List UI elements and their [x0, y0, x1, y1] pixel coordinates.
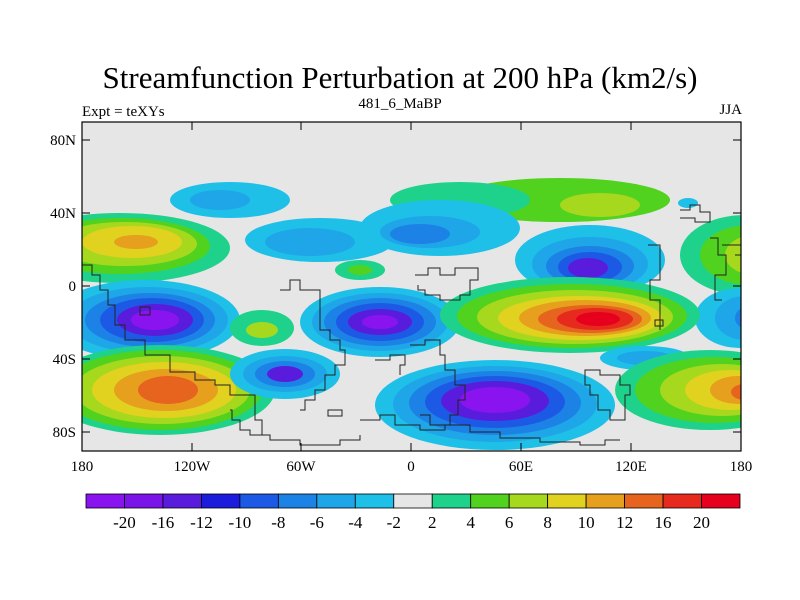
colorbar-label: -20 [113, 513, 136, 532]
colorbar-label: -2 [387, 513, 401, 532]
south-west-positive [82, 345, 275, 435]
colorbar [85, 493, 741, 509]
colorbar-label: 16 [655, 513, 672, 532]
x-tick-label: 0 [407, 459, 415, 475]
subtitle-center: 481_6_MaBP [358, 96, 442, 112]
colorbar-swatch [547, 493, 587, 509]
x-tick-label: 60W [286, 459, 316, 475]
colorbar-swatch [393, 493, 433, 509]
colorbar-label: -8 [271, 513, 285, 532]
x-tick-label: 120W [174, 459, 212, 475]
y-tick-label: 40N [50, 206, 76, 222]
south-east-negative [375, 360, 615, 450]
colorbar-swatch [277, 493, 318, 509]
colorbar-swatch [701, 493, 741, 509]
colorbar-label: -6 [310, 513, 324, 532]
colorbar-swatch [470, 493, 510, 509]
colorbar-label: 4 [466, 513, 475, 532]
y-tick-label: 80N [50, 133, 76, 149]
south-east-edge-positive [615, 350, 741, 430]
colorbar-labels: -20 -16 -12 -10 -8 -6 -4 -2 2 4 6 8 10 12 16 20 [113, 513, 710, 532]
subtitle-left: Expt = teXYs [82, 104, 165, 120]
y-tick-label: 40S [53, 352, 76, 368]
colorbar-swatch [85, 493, 125, 509]
coastlines [82, 204, 741, 446]
colorbar-swatch [508, 493, 549, 509]
x-tick-label: 120E [615, 459, 647, 475]
colorbar-swatch [585, 493, 625, 509]
colorbar-swatch [162, 493, 202, 509]
colorbar-label: 12 [616, 513, 633, 532]
colorbar-label: 2 [428, 513, 437, 532]
tropical-central-negative [300, 287, 460, 357]
map-title: Streamfunction Perturbation at 200 hPa (… [102, 60, 698, 95]
colorbar-swatch [201, 493, 241, 509]
colorbar-swatch [124, 493, 164, 509]
north-west-positive [82, 213, 230, 283]
x-tick-label: 180 [730, 459, 753, 475]
tropical-east-positive [440, 277, 700, 353]
x-tick-label: 180 [71, 459, 94, 475]
colorbar-label: 8 [543, 513, 552, 532]
colorbar-label: -16 [152, 513, 175, 532]
colorbar-label: -4 [348, 513, 363, 532]
colorbar-label: 10 [578, 513, 595, 532]
x-tick-label: 60E [509, 459, 533, 475]
colorbar-label: 20 [693, 513, 710, 532]
colorbar-label: 6 [505, 513, 514, 532]
y-tick-label: 80S [53, 425, 76, 441]
colorbar-swatch [662, 493, 702, 509]
x-axis-ticks [81, 122, 632, 451]
contour-field [82, 122, 741, 451]
tropical-east-negative [695, 288, 741, 348]
colorbar-swatch [624, 493, 664, 509]
y-tick-label: 0 [69, 279, 77, 295]
tropical-west-negative [82, 280, 240, 360]
colorbar-label: -10 [229, 513, 252, 532]
colorbar-swatch [431, 493, 472, 509]
colorbar-swatch [354, 493, 395, 509]
colorbar-swatch [239, 493, 279, 509]
y-axis-ticks [82, 139, 741, 433]
colorbar-label: -12 [190, 513, 213, 532]
colorbar-swatch [316, 493, 356, 509]
south-mid-negative [230, 349, 340, 399]
subtitle-right: JJA [719, 102, 742, 118]
